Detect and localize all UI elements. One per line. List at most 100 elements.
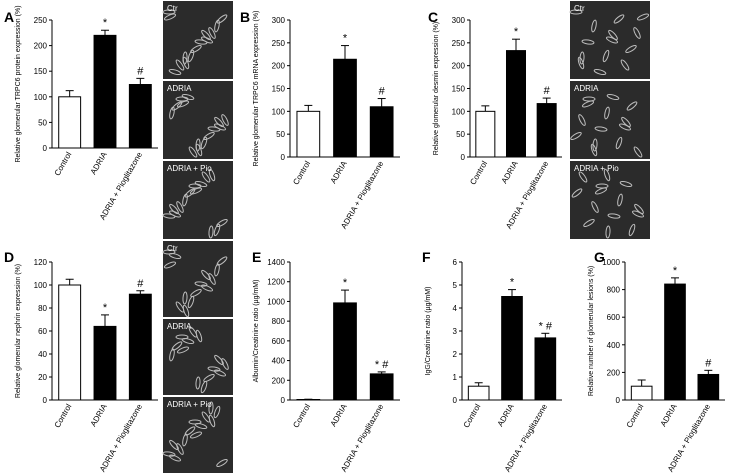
x-tick-label: Control <box>625 402 646 429</box>
micrograph-texture <box>182 304 190 318</box>
y-axis-label: Relative number of glomerular lesions (%… <box>588 266 595 396</box>
micrograph-texture <box>628 223 636 237</box>
y-tick-label: 2 <box>453 350 458 359</box>
x-tick-label: ADRIA <box>329 402 349 428</box>
micrograph-texture <box>631 210 645 218</box>
micrograph-texture <box>605 225 611 239</box>
micrograph-texture <box>187 49 195 63</box>
bar <box>369 106 394 158</box>
micrograph-texture <box>216 458 228 468</box>
micrograph-texture <box>214 263 220 277</box>
micrograph-texture <box>621 116 631 128</box>
micrograph-texture <box>189 187 203 195</box>
y-tick-label: 200 <box>272 62 286 71</box>
micrograph-texture <box>200 36 214 44</box>
micrograph-texture <box>578 171 588 183</box>
micrograph-texture <box>633 27 641 39</box>
micrograph-texture <box>577 56 585 70</box>
micrograph-texture <box>619 180 633 188</box>
micrograph-texture <box>195 329 203 343</box>
micrograph-texture <box>200 136 208 150</box>
significance-mark: * # <box>539 320 553 332</box>
bar <box>128 84 152 149</box>
micrograph-texture <box>194 39 208 45</box>
y-tick-label: 100 <box>34 281 48 290</box>
micrograph-texture <box>162 9 176 15</box>
y-tick-label: 60 <box>38 327 47 336</box>
x-tick-label: ADRIA <box>496 402 516 428</box>
micrograph-texture <box>200 284 214 292</box>
micrograph-texture <box>162 213 176 219</box>
bar <box>369 373 394 401</box>
micrograph-texture <box>617 193 623 207</box>
bar <box>475 110 496 158</box>
bar <box>630 385 653 401</box>
y-axis-label: IgG/Creatinine ratio (µg/mM) <box>425 287 432 376</box>
y-axis-label: Relative glomerular TRPC6 protein expres… <box>15 5 22 162</box>
micrograph-texture <box>201 171 211 183</box>
significance-mark: * <box>514 26 519 38</box>
micrograph-texture <box>594 126 608 132</box>
micrograph-texture <box>169 106 175 120</box>
micrograph-texture <box>208 27 216 39</box>
micrograph-label: ADRIA <box>167 322 192 331</box>
y-tick-label: 1200 <box>267 278 285 287</box>
micrograph-label: ADRIA + Pio <box>167 164 212 173</box>
micrograph-texture <box>603 168 611 182</box>
micrograph-texture <box>591 201 599 213</box>
micrograph <box>163 81 233 159</box>
micrograph-texture <box>569 9 583 15</box>
y-tick-label: 800 <box>607 286 621 295</box>
micrograph-texture <box>615 136 623 150</box>
x-tick-label: ADRIA <box>329 159 349 185</box>
bar <box>501 296 523 401</box>
micrograph-texture <box>175 301 185 313</box>
x-tick-label: ADRIA <box>500 159 520 185</box>
y-tick-label: 50 <box>456 130 465 139</box>
y-tick-label: 250 <box>452 39 466 48</box>
x-tick-label: ADRIA + Pioglitazone <box>339 159 385 230</box>
x-tick-label: Control <box>53 150 74 177</box>
micrograph-texture <box>618 123 632 131</box>
y-tick-label: 300 <box>272 16 286 25</box>
y-tick-label: 150 <box>272 85 286 94</box>
significance-mark: # <box>544 85 551 97</box>
panel-letter: B <box>240 9 250 25</box>
micrograph-texture <box>633 146 643 158</box>
y-tick-label: 150 <box>34 67 48 76</box>
micrograph-texture <box>182 56 190 70</box>
significance-mark: # <box>379 86 386 98</box>
micrograph-texture <box>208 401 214 415</box>
significance-mark: # <box>137 65 144 77</box>
y-tick-label: 40 <box>38 350 47 359</box>
micrograph-texture <box>176 346 190 354</box>
significance-mark: * <box>103 302 108 314</box>
micrograph-texture <box>176 100 190 108</box>
significance-mark: * <box>673 265 678 277</box>
micrograph-texture <box>201 411 211 423</box>
micrograph-texture <box>571 188 583 198</box>
significance-mark: * <box>103 17 108 29</box>
y-axis-label: Relative glomerular desmin expression (%… <box>433 22 440 155</box>
micrograph-texture <box>203 373 215 383</box>
x-tick-label: Control <box>291 402 312 429</box>
micrograph <box>163 319 233 395</box>
bar <box>664 283 686 401</box>
micrograph-texture <box>195 376 201 390</box>
panel-letter: F <box>422 249 431 265</box>
micrograph-label: ADRIA <box>574 84 599 93</box>
y-tick-label: 3 <box>453 327 458 336</box>
panel-letter: A <box>4 9 14 25</box>
x-tick-label: Control <box>462 402 483 429</box>
y-tick-label: 0 <box>43 144 48 153</box>
micrograph-texture <box>216 14 228 24</box>
y-axis-label: Albumin/Creatinine ratio (µg/mM) <box>253 280 260 383</box>
bar <box>697 373 720 401</box>
micrograph-texture <box>207 126 221 132</box>
micrograph-texture <box>181 93 195 101</box>
micrograph-texture <box>620 59 630 71</box>
bar <box>58 96 82 149</box>
micrograph-texture <box>175 59 185 71</box>
micrograph-label: Ctr <box>167 244 178 253</box>
